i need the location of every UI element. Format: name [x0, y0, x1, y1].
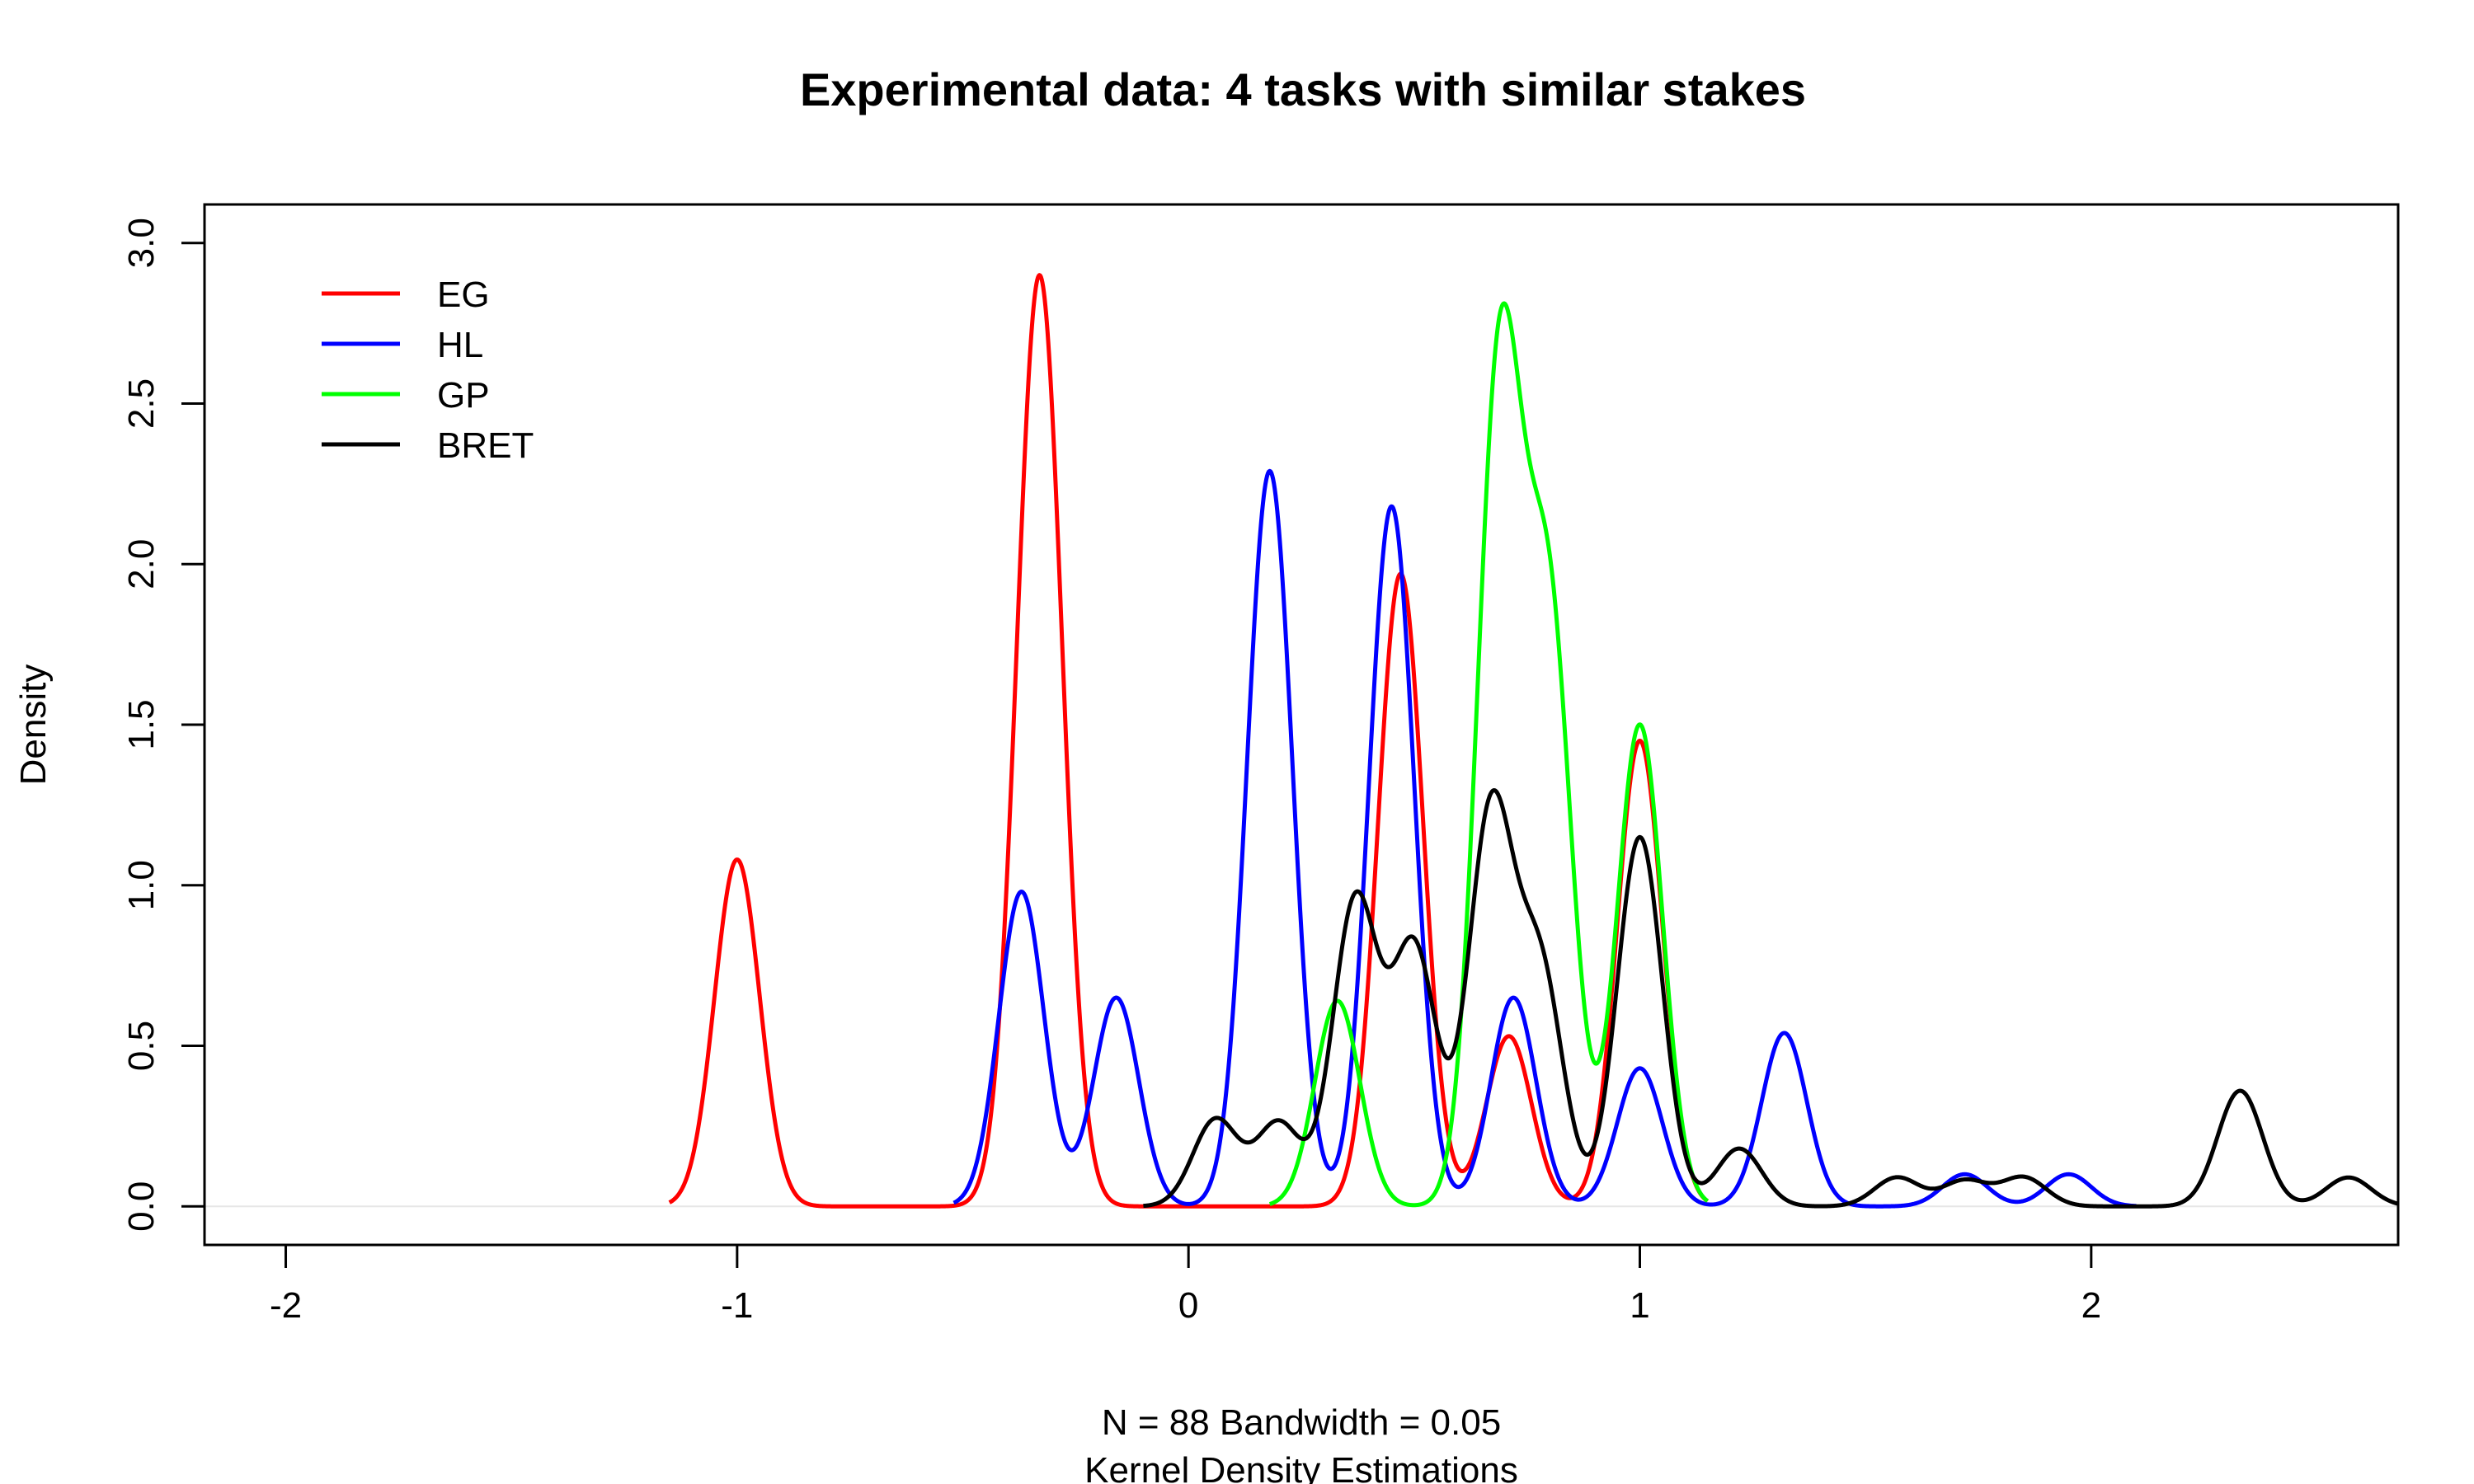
- legend-label-gp: GP: [437, 375, 490, 416]
- legend: EG HL GP BRET: [322, 275, 534, 466]
- x-axis: -2 -1 0 1 2: [270, 1243, 2101, 1326]
- x-tick-label: -2: [270, 1285, 302, 1326]
- series-line-gp: [1268, 301, 1710, 1208]
- series-line-bret: [1142, 788, 2398, 1209]
- series-layer: [668, 273, 2398, 1209]
- y-axis: 0.0 0.5 1.0 1.5 2.0 2.5 3.0: [121, 218, 206, 1232]
- x-tick-label: 1: [1630, 1285, 1649, 1326]
- x-axis-label-line1: N = 88 Bandwidth = 0.05: [1102, 1402, 1501, 1443]
- chart-title: Experimental data: 4 tasks with similar …: [800, 63, 1806, 115]
- y-tick-label: 1.5: [121, 699, 162, 749]
- y-tick-label: 0.5: [121, 1021, 162, 1071]
- x-tick-label: 0: [1178, 1285, 1198, 1326]
- legend-label-bret: BRET: [437, 425, 534, 466]
- x-tick-label: -1: [721, 1285, 753, 1326]
- legend-label-hl: HL: [437, 325, 483, 365]
- y-tick-label: 3.0: [121, 218, 162, 268]
- plot-frame: [203, 203, 2400, 1247]
- x-axis-label-line2: Kernel Density Estimations: [1084, 1450, 1518, 1484]
- y-tick-label: 1.0: [121, 860, 162, 910]
- x-tick-label: 2: [2081, 1285, 2101, 1326]
- y-tick-label: 0.0: [121, 1181, 162, 1232]
- y-axis-label: Density: [13, 665, 54, 786]
- series-line-eg: [668, 273, 1710, 1209]
- series-line-hl: [952, 468, 2138, 1209]
- legend-label-eg: EG: [437, 275, 490, 315]
- y-tick-label: 2.0: [121, 539, 162, 589]
- y-tick-label: 2.5: [121, 378, 162, 429]
